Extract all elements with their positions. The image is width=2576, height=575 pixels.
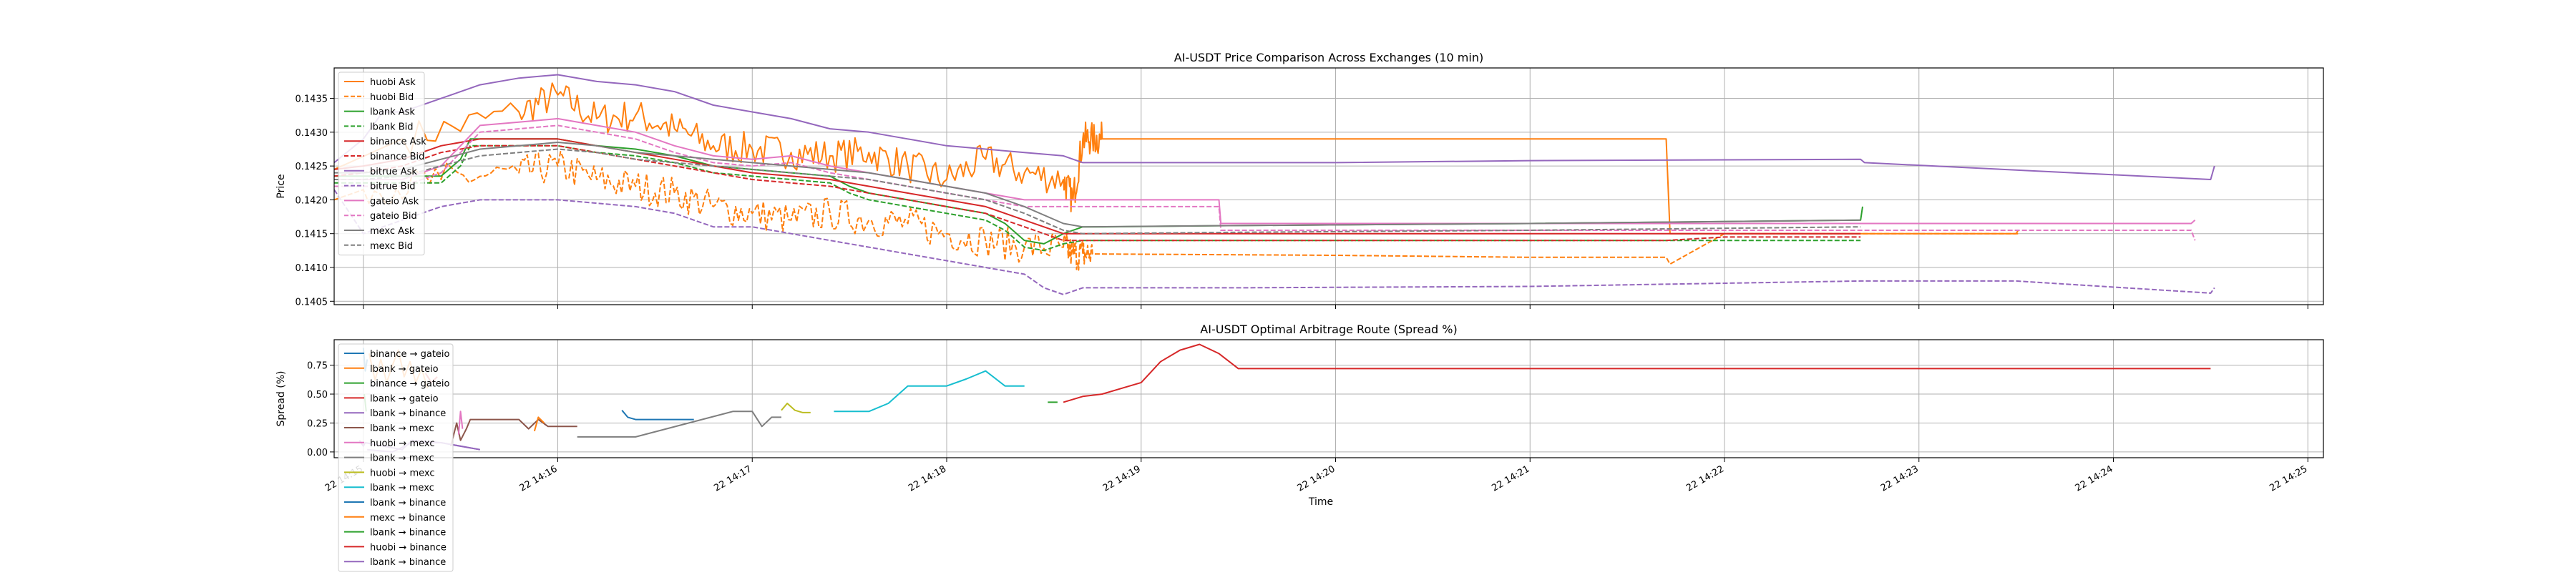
series-line-mexc-to-binance xyxy=(533,416,545,432)
series-line-mexc-bid xyxy=(334,148,1861,235)
y-axis-label: Spread (%) xyxy=(275,371,287,427)
legend-label: binance → gateio xyxy=(370,349,450,360)
legend-label: lbank → mexc xyxy=(370,423,434,434)
legend-label: bitrue Ask xyxy=(370,167,417,177)
y-tick-label: 0.00 xyxy=(307,448,328,458)
y-tick-label: 0.1420 xyxy=(296,195,328,206)
y-tick-label: 0.25 xyxy=(307,418,328,429)
series-line-bitrue-bid xyxy=(334,189,2215,295)
legend-label: binance Bid xyxy=(370,152,424,162)
y-tick-label: 0.1430 xyxy=(296,128,328,139)
series-line-huobi-to-mexc xyxy=(781,403,811,413)
y-tick-label: 0.1405 xyxy=(296,297,328,308)
y-tick-label: 0.1410 xyxy=(296,263,328,274)
plot-frame xyxy=(333,339,2324,458)
series-lines xyxy=(334,74,2215,295)
legend-box xyxy=(338,343,454,572)
y-tick-label: 0.50 xyxy=(307,390,328,400)
series-line-mexc-ask xyxy=(334,142,1861,228)
legend-box xyxy=(338,72,425,256)
legend-label: gateio Ask xyxy=(370,196,419,207)
series-line-huobi-ask xyxy=(334,82,2019,235)
legend-label: lbank Ask xyxy=(370,107,415,118)
legend-label: huobi Ask xyxy=(370,77,416,88)
legend-label: lbank → binance xyxy=(370,498,446,508)
legend-label: lbank → binance xyxy=(370,408,446,419)
series-line-lbank-to-mexc xyxy=(577,411,781,438)
y-axis-label: Price xyxy=(275,174,287,198)
legend-label: lbank Bid xyxy=(370,122,414,132)
legend-label: mexc Ask xyxy=(370,226,415,237)
legend-label: lbank → gateio xyxy=(370,364,439,375)
legend-label: bitrue Bid xyxy=(370,182,415,192)
series-line-bitrue-ask xyxy=(334,74,2215,180)
legend-label: lbank → binance xyxy=(370,557,446,568)
y-tick-label: 0.1435 xyxy=(296,94,328,105)
series-line-binance-ask xyxy=(334,138,1861,235)
legend-label: huobi → binance xyxy=(370,542,447,553)
legend-label: gateio Bid xyxy=(370,211,417,222)
y-tick-label: 0.1415 xyxy=(296,230,328,240)
legend-label: mexc Bid xyxy=(370,241,413,252)
legend-label: huobi → mexc xyxy=(370,468,435,478)
series-line-huobi-to-mexc xyxy=(457,411,464,435)
legend-label: binance Ask xyxy=(370,137,426,147)
plot-frame xyxy=(333,67,2324,305)
series-line-binance-bid xyxy=(334,144,1861,242)
series-line-lbank-to-binance xyxy=(621,410,694,421)
y-tick-label: 0.75 xyxy=(307,361,328,372)
legend-label: mexc → binance xyxy=(370,513,446,524)
series-line-lbank-to-mexc xyxy=(450,418,577,447)
legend-label: lbank → mexc xyxy=(370,453,434,464)
chart-title: AI-USDT Price Comparison Across Exchange… xyxy=(1174,51,1483,64)
price-panel: 0.1405 0.1410 0.1415 0.1420 0.1425 0.1430 0.14… xyxy=(275,51,2324,309)
chart-title: AI-USDT Optimal Arbitrage Route (Spread … xyxy=(1200,323,1457,336)
series-line-lbank-to-mexc xyxy=(834,370,1025,413)
legend-label: lbank → gateio xyxy=(370,393,439,404)
y-tick-label: 0.1425 xyxy=(296,162,328,172)
figure-x-axis-label: Time xyxy=(1308,496,1333,508)
series-line-huobi-bid xyxy=(334,151,2019,271)
legend-label: huobi Bid xyxy=(370,92,414,103)
series-line-huobi-to-binance xyxy=(1063,343,2211,403)
legend-label: huobi → mexc xyxy=(370,438,435,449)
legend-label: lbank → mexc xyxy=(370,483,434,493)
legend-label: binance → gateio xyxy=(370,379,450,390)
legend-label: lbank → binance xyxy=(370,528,446,539)
